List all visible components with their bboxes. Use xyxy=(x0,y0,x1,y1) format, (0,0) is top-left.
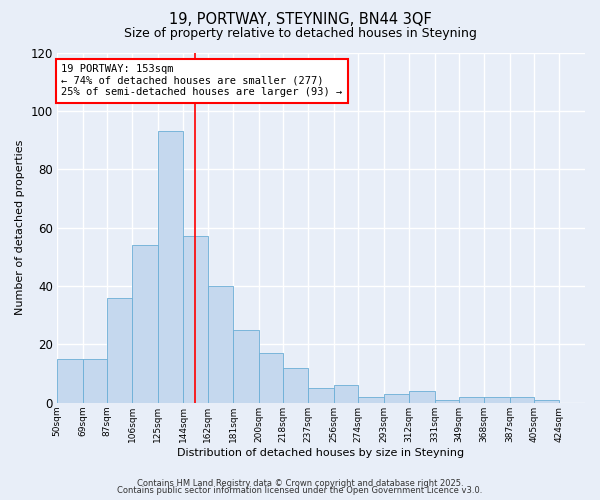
Bar xyxy=(107,298,133,403)
Bar xyxy=(459,397,484,403)
Bar xyxy=(510,397,534,403)
Text: 19 PORTWAY: 153sqm
← 74% of detached houses are smaller (277)
25% of semi-detach: 19 PORTWAY: 153sqm ← 74% of detached hou… xyxy=(61,64,343,98)
Bar xyxy=(208,286,233,403)
Bar xyxy=(358,397,383,403)
Text: 19, PORTWAY, STEYNING, BN44 3QF: 19, PORTWAY, STEYNING, BN44 3QF xyxy=(169,12,431,28)
Bar xyxy=(133,245,158,403)
Bar xyxy=(334,386,358,403)
Bar xyxy=(308,388,334,403)
Text: Contains public sector information licensed under the Open Government Licence v3: Contains public sector information licen… xyxy=(118,486,482,495)
Bar xyxy=(259,353,283,403)
Bar xyxy=(484,397,510,403)
Bar xyxy=(158,132,184,403)
Text: Contains HM Land Registry data © Crown copyright and database right 2025.: Contains HM Land Registry data © Crown c… xyxy=(137,478,463,488)
X-axis label: Distribution of detached houses by size in Steyning: Distribution of detached houses by size … xyxy=(178,448,464,458)
Bar xyxy=(283,368,308,403)
Bar xyxy=(184,236,208,403)
Bar xyxy=(83,359,107,403)
Bar xyxy=(434,400,459,403)
Text: Size of property relative to detached houses in Steyning: Size of property relative to detached ho… xyxy=(124,28,476,40)
Bar xyxy=(534,400,559,403)
Bar xyxy=(233,330,259,403)
Bar xyxy=(57,359,83,403)
Y-axis label: Number of detached properties: Number of detached properties xyxy=(15,140,25,316)
Bar xyxy=(409,391,434,403)
Bar xyxy=(383,394,409,403)
